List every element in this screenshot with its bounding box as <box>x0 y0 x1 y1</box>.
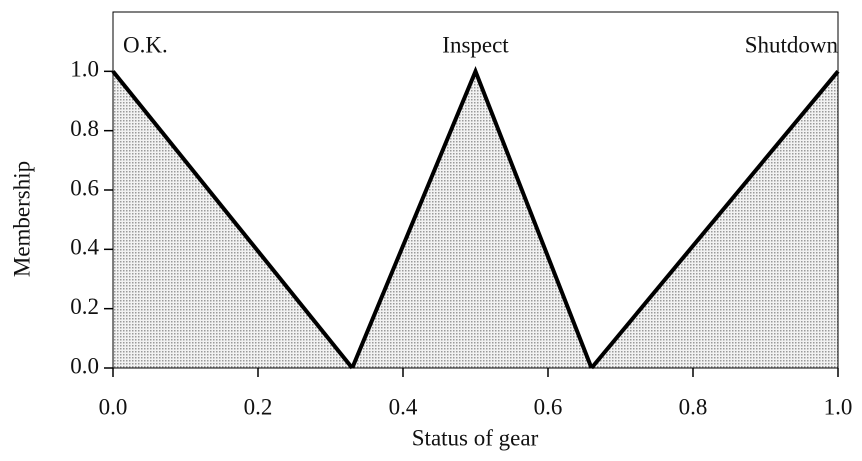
y-tick-label: 0.6 <box>70 175 99 200</box>
membership-line <box>589 70 840 370</box>
series-label: Inspect <box>442 33 509 58</box>
y-tick-label: 1.0 <box>70 57 99 82</box>
x-axis-label: Status of gear <box>412 425 539 450</box>
membership-line <box>111 70 354 370</box>
y-axis-label: Membership <box>9 161 34 277</box>
y-tick-label: 0.4 <box>70 235 99 260</box>
x-tick-label: 0.4 <box>389 394 418 419</box>
area-fill <box>352 71 592 368</box>
y-tick-label: 0.2 <box>70 294 99 319</box>
x-tick-label: 0.0 <box>99 394 128 419</box>
y-tick-label: 0.0 <box>70 353 99 378</box>
series-label: Shutdown <box>745 33 839 58</box>
x-tick-label: 0.6 <box>534 394 563 419</box>
y-tick-label: 0.8 <box>70 116 99 141</box>
x-tick-label: 0.8 <box>679 394 708 419</box>
x-tick-label: 0.2 <box>244 394 273 419</box>
x-tick-label: 1.0 <box>824 394 853 419</box>
membership-line <box>350 65 594 369</box>
series-label: O.K. <box>123 33 168 58</box>
